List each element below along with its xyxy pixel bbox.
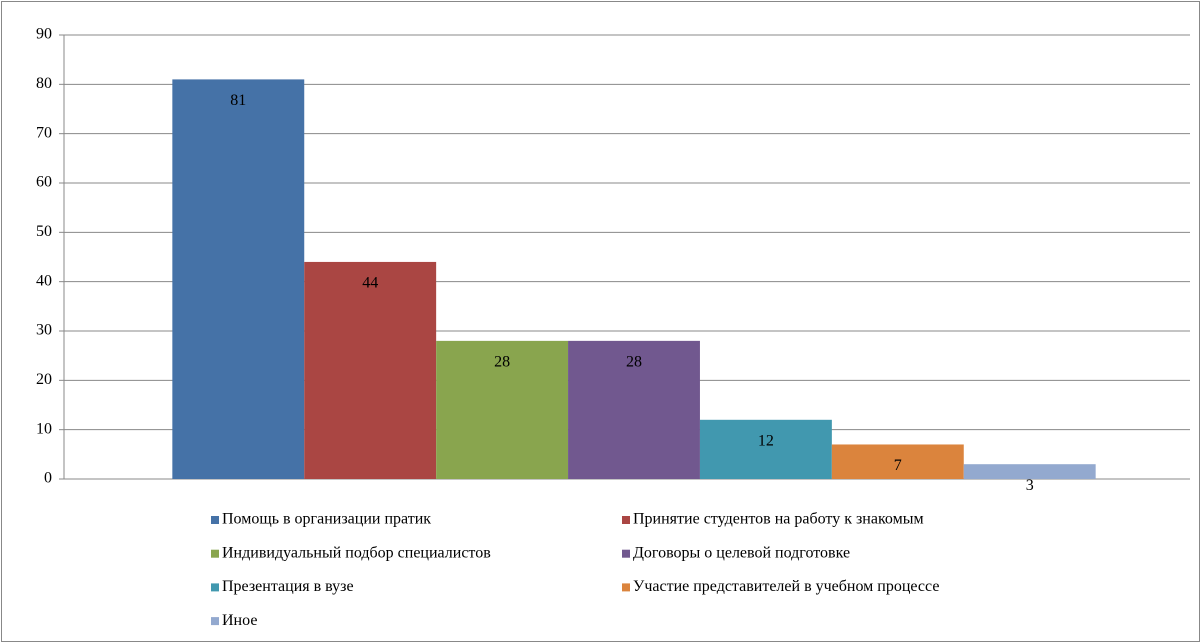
- legend-swatch: [622, 549, 630, 558]
- legend-swatch: [211, 583, 219, 592]
- legend-swatch: [211, 549, 219, 558]
- y-tick-label: 90: [36, 26, 52, 43]
- y-tick-label: 10: [36, 420, 52, 437]
- y-tick-label: 30: [36, 322, 52, 339]
- legend-swatch: [211, 516, 219, 524]
- data-label: 81: [230, 92, 246, 109]
- legend-label: Участие представителей в учебном процесс…: [633, 578, 939, 595]
- y-tick-label: 40: [36, 272, 52, 289]
- y-tick-label: 60: [36, 174, 52, 191]
- data-label: 28: [494, 354, 510, 371]
- bar: [568, 340, 700, 479]
- y-tick-label: 50: [36, 223, 52, 240]
- bar: [699, 419, 832, 479]
- legend-label: Индивидуальный подбор специалистов: [222, 544, 491, 561]
- legend-swatch: [211, 617, 219, 626]
- y-tick-label: 80: [36, 75, 52, 92]
- legend-label: Иное: [222, 612, 257, 629]
- data-label: 7: [894, 457, 902, 474]
- data-label: 12: [758, 432, 774, 449]
- legend-label: Презентация в вузе: [222, 578, 354, 595]
- y-tick-label: 70: [36, 124, 52, 141]
- y-tick-label: 0: [44, 470, 52, 487]
- legend-label: Договоры о целевой подготовке: [633, 544, 850, 561]
- data-label: 28: [626, 354, 642, 371]
- legend-label: Помощь в организации пратик: [222, 511, 431, 528]
- y-tick-label: 20: [36, 371, 52, 388]
- bar: [304, 261, 437, 479]
- bar: [172, 79, 305, 480]
- bar: [831, 444, 964, 479]
- data-label: 3: [1026, 477, 1034, 494]
- bar: [436, 340, 569, 479]
- legend-swatch: [622, 516, 630, 524]
- legend-swatch: [622, 583, 630, 592]
- legend-label: Принятие студентов на работу к знакомым: [633, 511, 924, 528]
- data-label: 44: [362, 275, 378, 292]
- bar: [963, 464, 1096, 479]
